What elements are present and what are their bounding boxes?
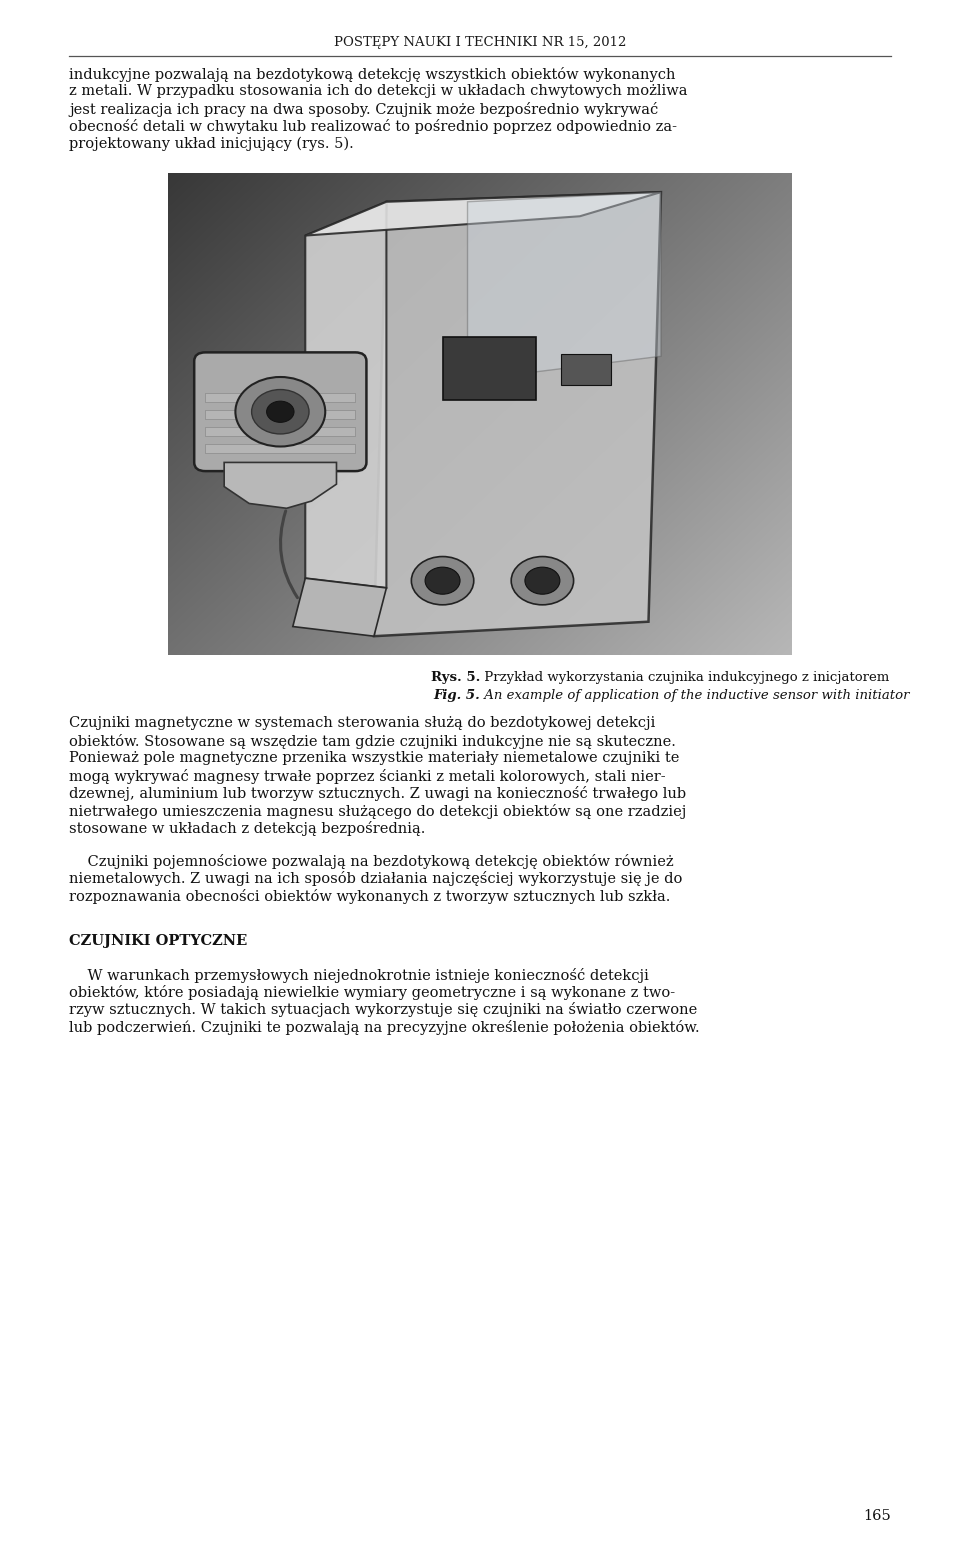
Bar	[205, 394, 355, 402]
Circle shape	[267, 402, 294, 422]
Bar	[205, 427, 355, 436]
Bar	[443, 336, 536, 400]
Circle shape	[511, 556, 574, 604]
Text: indukcyjne pozwalają na bezdotykową detekcję wszystkich obiektów wykonanych: indukcyjne pozwalają na bezdotykową dete…	[69, 67, 676, 83]
Text: W warunkach przemysłowych niejednokrotnie istnieje konieczność detekcji: W warunkach przemysłowych niejednokrotni…	[69, 967, 649, 982]
Circle shape	[235, 377, 325, 447]
Polygon shape	[224, 462, 337, 508]
Text: jest realizacja ich pracy na dwa sposoby. Czujnik może bezpośrednio wykrywać: jest realizacja ich pracy na dwa sposoby…	[69, 101, 659, 117]
Text: niemetalowych. Z uwagi na ich sposób działania najczęściej wykorzystuje się je d: niemetalowych. Z uwagi na ich sposób dzi…	[69, 872, 683, 886]
Text: An example of application of the inductive sensor with initiator: An example of application of the inducti…	[480, 688, 909, 702]
Polygon shape	[293, 578, 386, 637]
Text: nietrwałego umieszczenia magnesu służącego do detekcji obiektów są one rzadziej: nietrwałego umieszczenia magnesu służące…	[69, 803, 686, 819]
Circle shape	[525, 567, 560, 595]
Text: 165: 165	[863, 1509, 891, 1523]
Text: rzyw sztucznych. W takich sytuacjach wykorzystuje się czujniki na światło czerwo: rzyw sztucznych. W takich sytuacjach wyk…	[69, 1003, 697, 1017]
Text: lub podczerwień. Czujniki te pozwalają na precyzyjne określenie położenia obiekt: lub podczerwień. Czujniki te pozwalają n…	[69, 1020, 700, 1035]
Text: Rys. 5.: Rys. 5.	[431, 671, 480, 684]
Text: z metali. W przypadku stosowania ich do detekcji w układach chwytowych możliwa: z metali. W przypadku stosowania ich do …	[69, 84, 687, 98]
Text: Przykład wykorzystania czujnika indukcyjnego z inicjatorem: Przykład wykorzystania czujnika indukcyj…	[480, 671, 889, 684]
Polygon shape	[305, 192, 660, 235]
Text: dzewnej, aluminium lub tworzyw sztucznych. Z uwagi na konieczność trwałego lub: dzewnej, aluminium lub tworzyw sztucznyc…	[69, 786, 686, 802]
Text: rozpoznawania obecności obiektów wykonanych z tworzyw sztucznych lub szkła.: rozpoznawania obecności obiektów wykonan…	[69, 889, 670, 905]
Polygon shape	[305, 202, 386, 589]
FancyArrowPatch shape	[280, 511, 298, 598]
Text: CZUJNIKI OPTYCZNE: CZUJNIKI OPTYCZNE	[69, 934, 248, 948]
FancyBboxPatch shape	[194, 352, 367, 472]
Text: obiektów. Stosowane są wszędzie tam gdzie czujniki indukcyjne nie są skuteczne.: obiektów. Stosowane są wszędzie tam gdzi…	[69, 733, 676, 749]
Text: Czujniki pojemnościowe pozwalają na bezdotykową detekcję obiektów również: Czujniki pojemnościowe pozwalają na bezd…	[69, 855, 674, 869]
Text: projektowany układ inicjujący (rys. 5).: projektowany układ inicjujący (rys. 5).	[69, 137, 354, 151]
Bar	[205, 411, 355, 419]
Polygon shape	[468, 192, 660, 380]
Polygon shape	[374, 192, 660, 637]
Circle shape	[425, 567, 460, 595]
Text: Ponieważ pole magnetyczne przenika wszystkie materiały niemetalowe czujniki te: Ponieważ pole magnetyczne przenika wszys…	[69, 752, 680, 766]
Text: obecność detali w chwytaku lub realizować to pośrednio poprzez odpowiednio za-: obecność detali w chwytaku lub realizowa…	[69, 120, 677, 134]
Bar	[561, 353, 611, 385]
Text: Czujniki magnetyczne w systemach sterowania służą do bezdotykowej detekcji: Czujniki magnetyczne w systemach sterowa…	[69, 716, 656, 730]
Text: stosowane w układach z detekcją bezpośrednią.: stosowane w układach z detekcją bezpośre…	[69, 821, 425, 836]
Text: mogą wykrywać magnesy trwałe poprzez ścianki z metali kolorowych, stali nier-: mogą wykrywać magnesy trwałe poprzez ści…	[69, 769, 665, 783]
Circle shape	[252, 389, 309, 434]
Text: obiektów, które posiadają niewielkie wymiary geometryczne i są wykonane z two-: obiektów, które posiadają niewielkie wym…	[69, 986, 675, 1000]
Circle shape	[411, 556, 474, 604]
Text: POSTĘPY NAUKI I TECHNIKI NR 15, 2012: POSTĘPY NAUKI I TECHNIKI NR 15, 2012	[334, 36, 626, 48]
Text: Fig. 5.: Fig. 5.	[433, 688, 480, 702]
Bar	[205, 444, 355, 453]
